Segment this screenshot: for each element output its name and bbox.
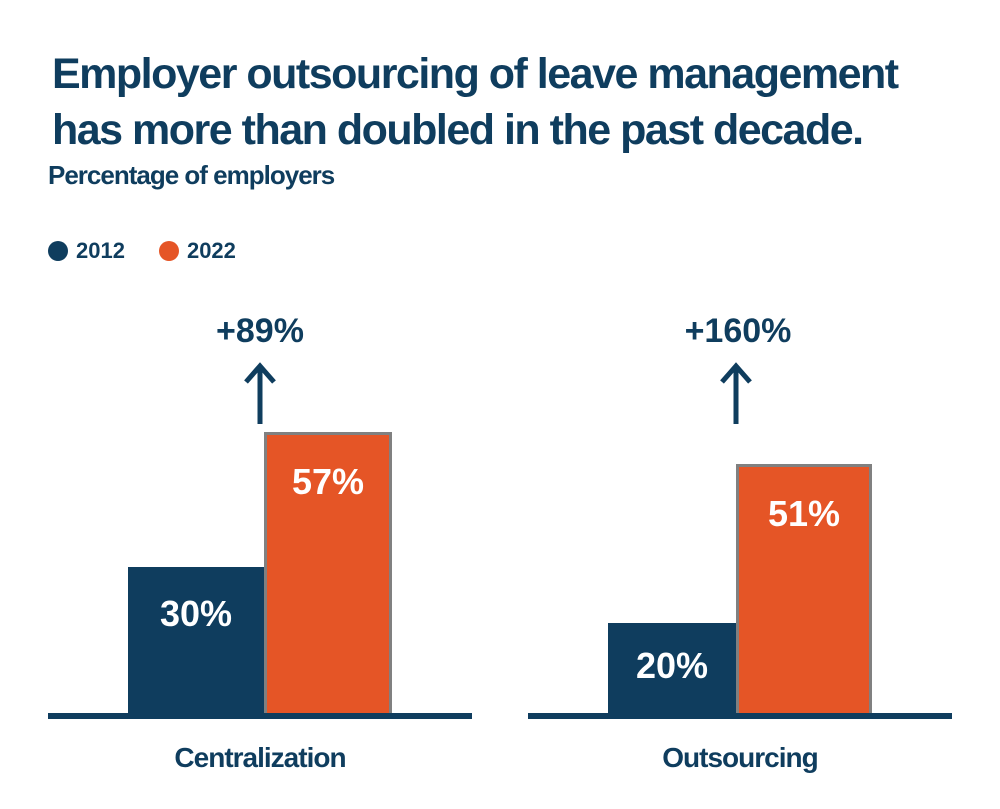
chart-title: Employer outsourcing of leave management…: [52, 50, 899, 154]
bar-value-label: 30%: [159, 593, 233, 634]
change-annotation: +89%: [216, 312, 304, 350]
legend-item-2022: 2022: [158, 238, 236, 264]
baseline: [48, 713, 472, 719]
bar-value-label: 57%: [291, 461, 365, 502]
change-annotation: +160%: [684, 312, 792, 350]
baseline: [528, 713, 952, 719]
bar-value-label: 20%: [635, 645, 709, 686]
legend-swatch-2022-icon: [158, 241, 179, 261]
bar-group-outsourcing: +160% 20% 51% Outsourcing: [528, 300, 952, 780]
arrow-up-icon: [244, 362, 276, 424]
legend-swatch-2012-icon: [48, 241, 68, 261]
legend-item-2012: 2012: [48, 238, 125, 264]
bar-value-label: 51%: [767, 493, 841, 534]
legend-label: 2012: [76, 238, 125, 263]
bar-group-centralization: +89% 30% 57% Centralization: [48, 300, 472, 780]
category-label: Centralization: [174, 742, 346, 773]
chart-subtitle: Percentage of employers: [48, 160, 335, 190]
arrow-up-icon: [720, 362, 752, 424]
bar-2012: 20%: [608, 623, 736, 716]
category-label: Outsourcing: [662, 742, 818, 773]
bar-2012: 30%: [128, 567, 264, 716]
legend-label: 2022: [186, 238, 236, 263]
legend: 2012 2022: [48, 238, 236, 264]
bar-2022: 57%: [264, 432, 392, 716]
bar-2022: 51%: [736, 464, 872, 716]
